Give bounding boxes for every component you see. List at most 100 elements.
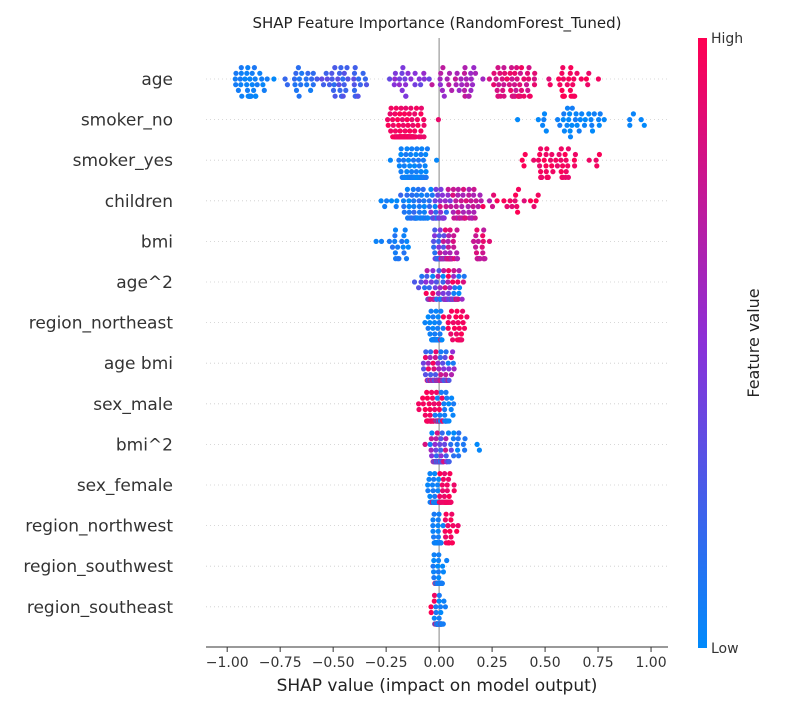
shap-point-smoker-yes [404, 169, 410, 175]
shap-point-children [470, 203, 476, 210]
shap-point-bmi-2 [442, 447, 449, 453]
shap-point-smoker-no [596, 117, 602, 123]
shap-point-age [237, 76, 243, 82]
shap-point-age [512, 70, 518, 76]
feature-labels: age smoker_no smoker_yes children bmi age^2 re… [23, 70, 173, 618]
shap-point-region-southeast [436, 598, 442, 604]
shap-point-smoker-yes [398, 151, 404, 158]
shap-point-smoker-no [392, 111, 398, 117]
shap-point-smoker-yes [434, 157, 440, 163]
shap-point-age [305, 70, 311, 76]
shap-point-region-northeast [437, 331, 443, 337]
x-tick-label: 1.00 [635, 655, 666, 671]
shap-point-bmi [401, 250, 407, 256]
shap-point-smoker-no [541, 111, 548, 117]
shap-point-children [535, 192, 541, 198]
shap-point-children [478, 198, 484, 204]
shap-point-smoker-no [402, 128, 408, 134]
shap-point-bmi [403, 256, 410, 262]
shap-point-age [517, 82, 523, 88]
shap-point-age [293, 87, 300, 93]
shap-point-age [319, 76, 325, 82]
shap-point-bmi [473, 233, 479, 239]
shap-point-region-southeast [433, 604, 439, 610]
shap-point-children [410, 186, 416, 192]
shap-point-smoker-yes [571, 157, 578, 163]
shap-point-smoker-no [641, 122, 647, 128]
shap-point-bmi-2 [448, 447, 454, 453]
shap-point-smoker-yes [572, 163, 578, 169]
shap-point-region-northwest [435, 517, 441, 523]
shap-point-region-northeast [448, 331, 454, 337]
shap-point-age-bmi [442, 354, 448, 361]
x-tick-label: 0.00 [424, 655, 455, 671]
shap-point-bmi-2 [438, 436, 444, 442]
shap-point-age [566, 76, 572, 82]
shap-point-age [468, 87, 474, 93]
shap-point-sex-female [444, 488, 450, 494]
shap-point-age-2 [426, 285, 432, 291]
shap-point-smoker-no [398, 105, 404, 111]
shap-point-age [314, 76, 320, 82]
shap-point-region-southeast [437, 604, 444, 610]
shap-point-smoker-no [392, 128, 398, 134]
shap-point-sex-female [440, 476, 446, 482]
shap-point-region-southeast [436, 615, 442, 621]
shap-point-sex-male [416, 406, 422, 413]
shap-point-age-2 [435, 273, 441, 279]
shap-point-children [435, 192, 441, 198]
shap-point-bmi [442, 250, 448, 256]
shap-point-region-northwest [455, 523, 461, 529]
shap-point-age [437, 76, 443, 82]
shap-point-age-2 [446, 268, 452, 274]
shap-point-age [232, 76, 238, 82]
shap-point-age [235, 87, 241, 93]
shap-point-smoker-yes [539, 174, 545, 180]
shap-point-age-2 [423, 290, 429, 296]
shap-point-children [455, 192, 461, 198]
shap-point-bmi [440, 238, 446, 244]
shap-point-region-southwest [431, 552, 437, 558]
shap-point-region-southeast [428, 609, 434, 616]
shap-point-age [506, 82, 512, 88]
shap-point-smoker-yes [531, 157, 537, 163]
shap-point-age [340, 93, 346, 99]
shap-point-smoker-no [627, 122, 633, 128]
shap-point-age [462, 65, 468, 71]
shap-point-region-northeast [430, 314, 436, 320]
shap-point-age-2 [456, 268, 462, 274]
shap-point-age-2 [441, 268, 447, 274]
shap-point-children [406, 203, 412, 210]
shap-point-age [526, 76, 532, 82]
shap-point-sex-male [442, 412, 448, 418]
shap-point-children [450, 186, 456, 192]
shap-point-bmi [400, 244, 406, 250]
shap-point-smoker-no [406, 111, 412, 117]
shap-point-sex-female [435, 488, 441, 494]
shap-point-age [363, 82, 370, 88]
shap-point-age [244, 87, 251, 93]
shap-point-smoker-no [560, 117, 566, 123]
shap-point-children [507, 198, 513, 204]
shap-point-children [404, 186, 410, 192]
shap-point-sex-female [447, 471, 453, 477]
shap-points [232, 65, 647, 627]
shap-point-smoker-no [388, 128, 394, 134]
shap-point-children [401, 209, 407, 215]
shap-point-age-2 [430, 268, 436, 274]
shap-point-region-northwest [442, 528, 448, 534]
shap-point-smoker-no [567, 128, 573, 134]
shap-point-sex-male [427, 406, 433, 413]
shap-point-sex-male [444, 395, 450, 401]
shap-point-bmi-2 [432, 441, 438, 447]
shap-point-age-bmi [422, 354, 429, 361]
shap-point-age [387, 76, 393, 82]
shap-point-smoker-yes [565, 163, 571, 169]
shap-point-sex-male [422, 406, 428, 413]
colorbar-high-label: High [711, 31, 743, 47]
shap-point-region-northeast [425, 314, 431, 320]
feature-label-smoker-no: smoker_no [81, 111, 173, 131]
shap-point-children [406, 209, 412, 215]
shap-point-smoker-yes [558, 146, 564, 152]
shap-point-smoker-yes [543, 151, 549, 158]
